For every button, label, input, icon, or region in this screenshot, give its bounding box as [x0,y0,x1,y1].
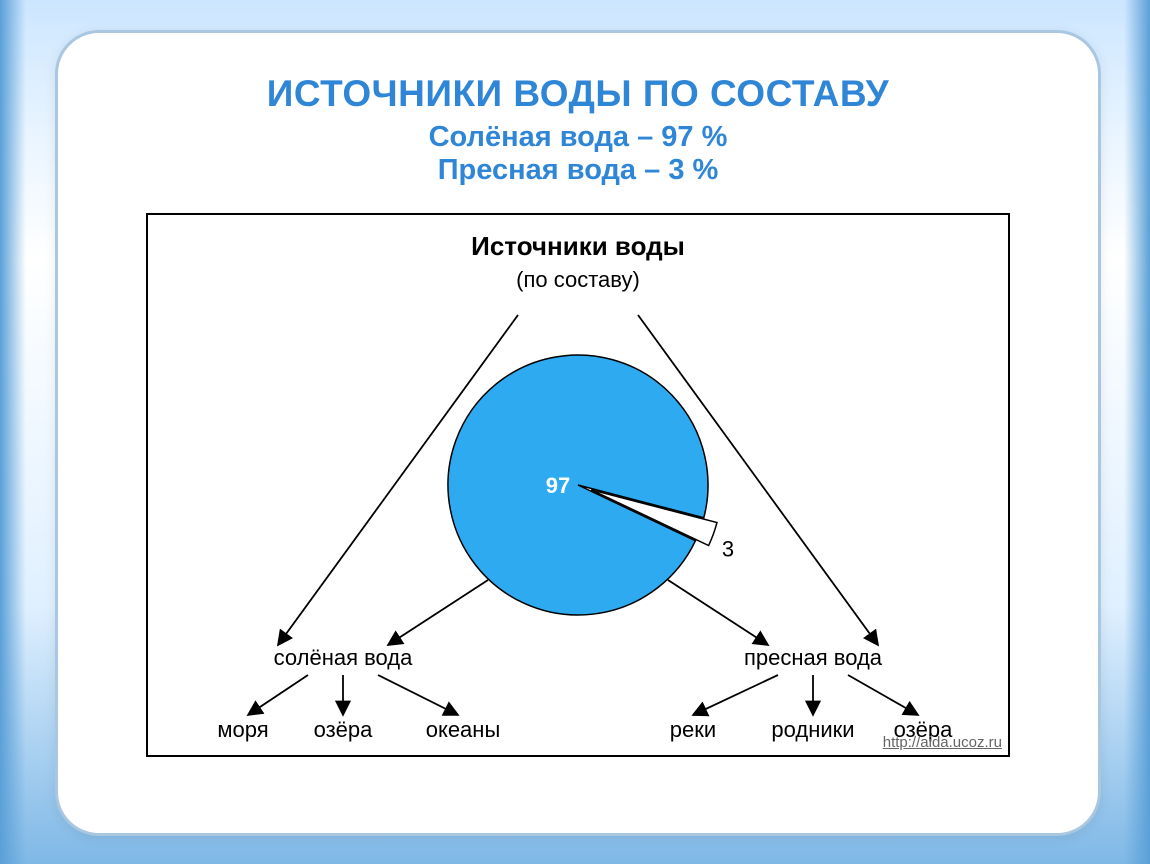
arrow [378,675,458,715]
pie-slice-97 [448,355,708,615]
subtitle-salt-prefix: Солёная вода – [429,121,662,153]
content-panel: ИСТОЧНИКИ ВОДЫ ПО СОСТАВУ Солёная вода –… [55,30,1101,836]
level2-label: океаны [426,717,501,742]
level2-label: моря [217,717,268,742]
subtitle-salt: Солёная вода – 97 % [58,121,1098,154]
diagram-svg: Источники воды (по составу) 97 3 солёная вод… [148,215,1008,755]
figure-frame: Источники воды (по составу) 97 3 солёная вод… [146,213,1010,757]
figure-heading: Источники воды [471,231,685,261]
slide-background: ИСТОЧНИКИ ВОДЫ ПО СОСТАВУ Солёная вода –… [0,0,1150,864]
subtitle-fresh-value: 3 % [668,154,718,186]
arrow [388,580,488,645]
pie-label-97: 97 [546,473,570,498]
arrow [248,675,308,715]
source-url: http://aida.ucoz.ru [883,734,1002,751]
arrow [848,675,918,715]
figure-subheading: (по составу) [516,267,640,292]
title-block: ИСТОЧНИКИ ВОДЫ ПО СОСТАВУ Солёная вода –… [58,73,1098,187]
level2-label: озёра [314,717,374,742]
arrow [693,675,778,715]
subtitle-fresh-prefix: Пресная вода – [438,154,669,186]
level1-label: пресная вода [744,645,883,670]
level2-label: родники [771,717,854,742]
pie-label-3: 3 [722,537,734,562]
subtitle-salt-value: 97 % [661,121,727,153]
main-title: ИСТОЧНИКИ ВОДЫ ПО СОСТАВУ [58,73,1098,115]
arrow [668,580,768,645]
level1-label: солёная вода [274,645,414,670]
level2-label: реки [670,717,716,742]
subtitle-fresh: Пресная вода – 3 % [58,154,1098,187]
